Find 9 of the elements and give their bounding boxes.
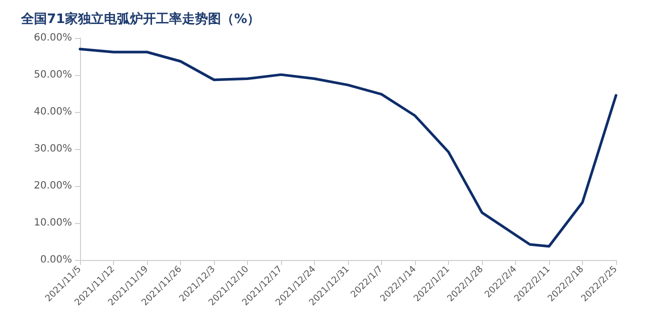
y-tick-label: 30.00%: [34, 144, 72, 154]
chart-title: 全国71家独立电弧炉开工率走势图（%）: [20, 11, 260, 27]
y-tick-label: 40.00%: [34, 106, 72, 118]
y-tick-label: 60.00%: [34, 32, 72, 44]
y-tick-label: 50.00%: [34, 70, 72, 80]
y-tick-label: 10.00%: [34, 218, 72, 228]
y-tick-label: 20.00%: [34, 180, 72, 192]
y-tick-label: 0.00%: [40, 254, 72, 266]
line-series: [78, 48, 618, 248]
